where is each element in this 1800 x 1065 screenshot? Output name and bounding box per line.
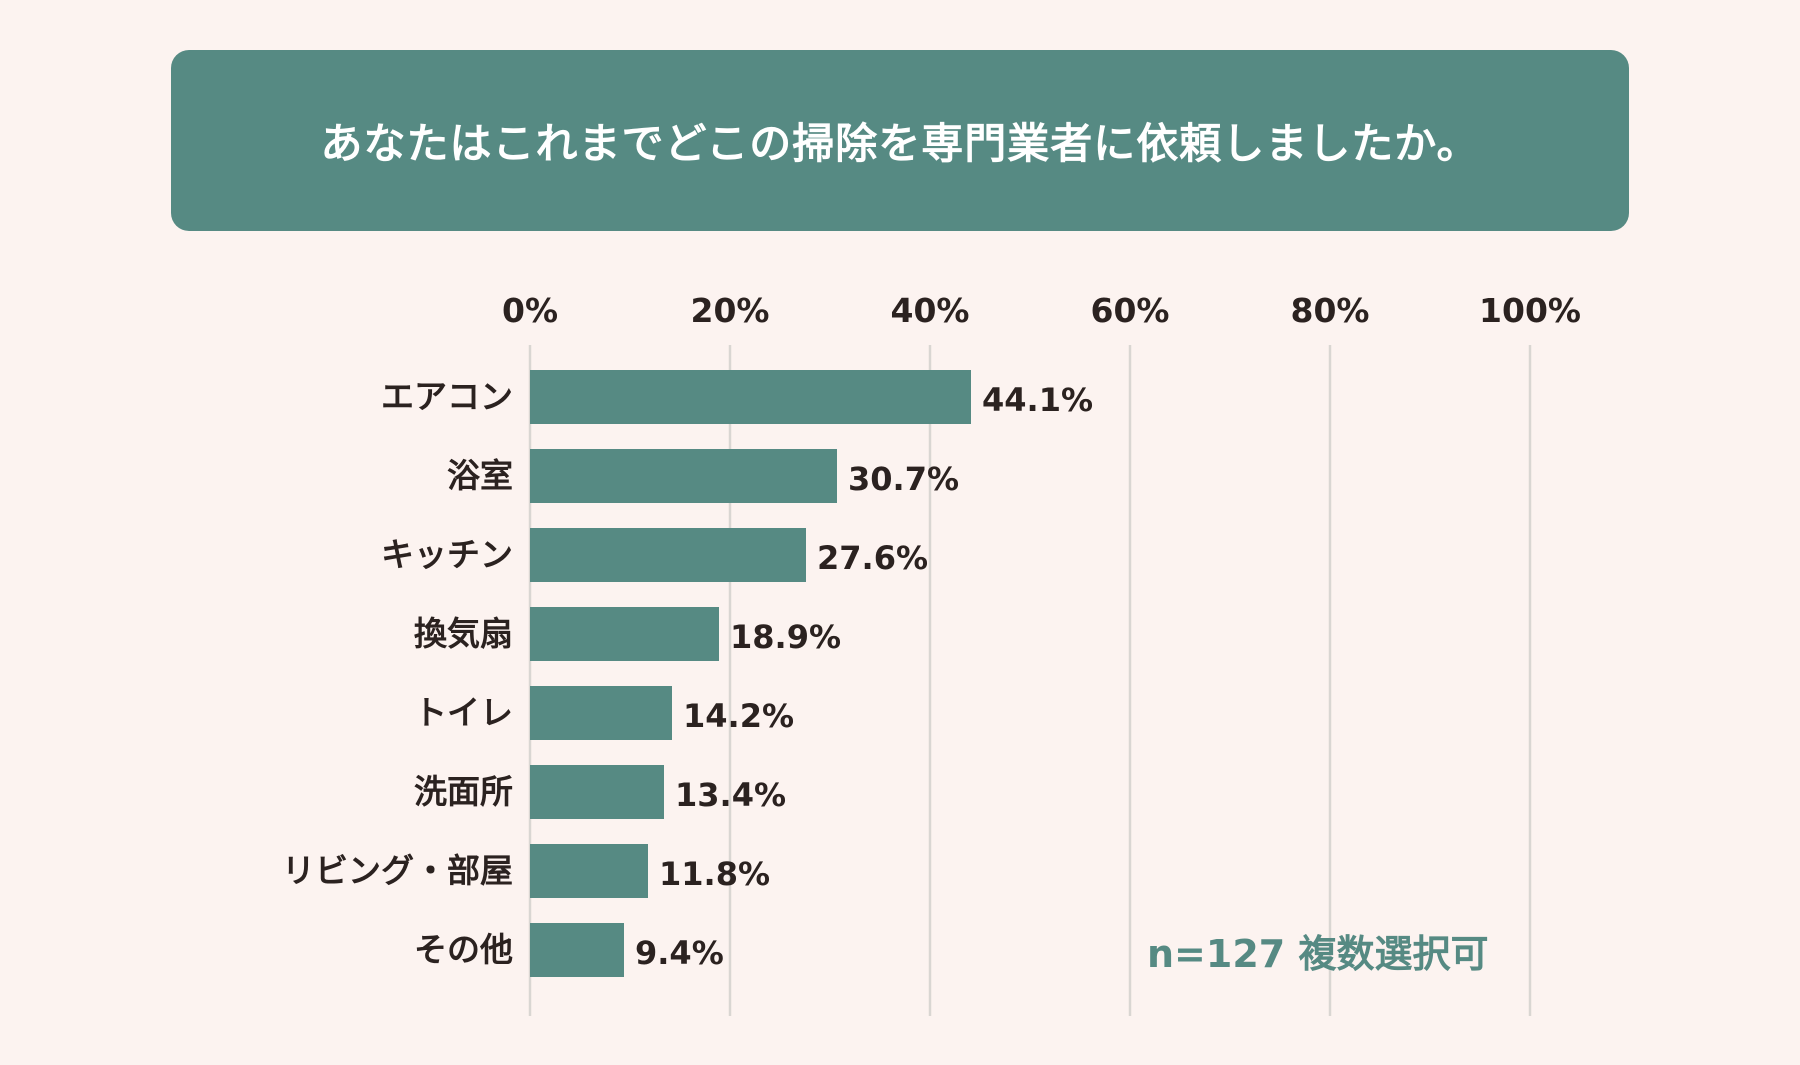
bar <box>530 844 648 898</box>
x-tick-label: 80% <box>1291 291 1370 330</box>
category-label: リビング・部屋 <box>282 851 513 890</box>
x-tick-label: 0% <box>502 291 558 330</box>
data-label: 27.6% <box>817 539 928 577</box>
bar <box>530 449 837 503</box>
bar <box>530 923 624 977</box>
x-tick-label: 40% <box>891 291 970 330</box>
bar <box>530 370 971 424</box>
x-tick-label: 20% <box>691 291 770 330</box>
bar <box>530 528 806 582</box>
bar <box>530 607 719 661</box>
chart-title: あなたはこれまでどこの掃除を専門業者に依頼しましたか。 <box>320 119 1480 168</box>
data-label: 44.1% <box>982 381 1093 419</box>
category-label: キッチン <box>381 535 513 574</box>
data-label: 9.4% <box>635 934 724 972</box>
data-label: 30.7% <box>848 460 959 498</box>
title-banner: あなたはこれまでどこの掃除を専門業者に依頼しましたか。 <box>171 50 1629 231</box>
data-label: 13.4% <box>675 776 786 814</box>
category-label: 洗面所 <box>414 772 513 811</box>
bar <box>530 765 664 819</box>
bar <box>530 686 672 740</box>
sample-note: n=127 複数選択可 <box>1147 932 1488 976</box>
data-label: 11.8% <box>659 855 770 893</box>
category-label: 換気扇 <box>414 614 513 653</box>
category-label: エアコン <box>381 377 513 416</box>
x-tick-label: 60% <box>1091 291 1170 330</box>
category-label: 浴室 <box>447 456 513 495</box>
data-label: 14.2% <box>683 697 794 735</box>
data-label: 18.9% <box>730 618 841 656</box>
category-label: その他 <box>414 930 513 969</box>
x-tick-label: 100% <box>1479 291 1581 330</box>
category-label: トイレ <box>414 693 513 732</box>
